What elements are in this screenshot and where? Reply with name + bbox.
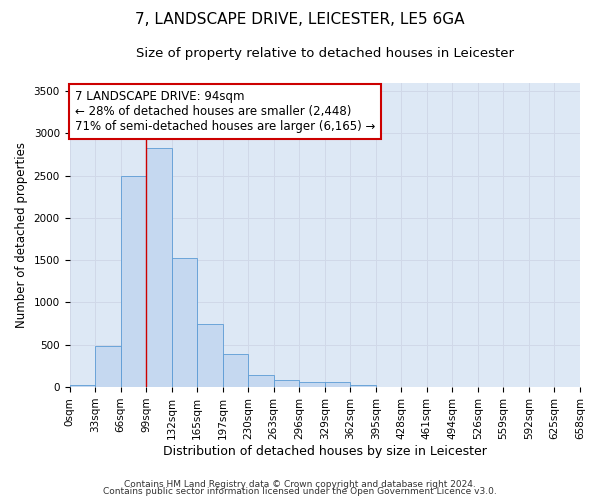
- Bar: [146, 148, 172, 387]
- Y-axis label: Number of detached properties: Number of detached properties: [15, 142, 28, 328]
- Bar: [70, 386, 95, 387]
- Text: 7 LANDSCAPE DRIVE: 94sqm
← 28% of detached houses are smaller (2,448)
71% of sem: 7 LANDSCAPE DRIVE: 94sqm ← 28% of detach…: [74, 90, 375, 133]
- Bar: [121, 176, 146, 387]
- Text: 7, LANDSCAPE DRIVE, LEICESTER, LE5 6GA: 7, LANDSCAPE DRIVE, LEICESTER, LE5 6GA: [135, 12, 465, 28]
- Bar: [299, 382, 325, 387]
- X-axis label: Distribution of detached houses by size in Leicester: Distribution of detached houses by size …: [163, 444, 487, 458]
- Bar: [197, 324, 223, 387]
- Bar: [223, 354, 248, 387]
- Bar: [325, 382, 350, 387]
- Text: Contains public sector information licensed under the Open Government Licence v3: Contains public sector information licen…: [103, 487, 497, 496]
- Bar: [172, 258, 197, 387]
- Title: Size of property relative to detached houses in Leicester: Size of property relative to detached ho…: [136, 48, 514, 60]
- Bar: [274, 380, 299, 387]
- Text: Contains HM Land Registry data © Crown copyright and database right 2024.: Contains HM Land Registry data © Crown c…: [124, 480, 476, 489]
- Bar: [95, 346, 121, 387]
- Bar: [248, 376, 274, 387]
- Bar: [350, 384, 376, 387]
